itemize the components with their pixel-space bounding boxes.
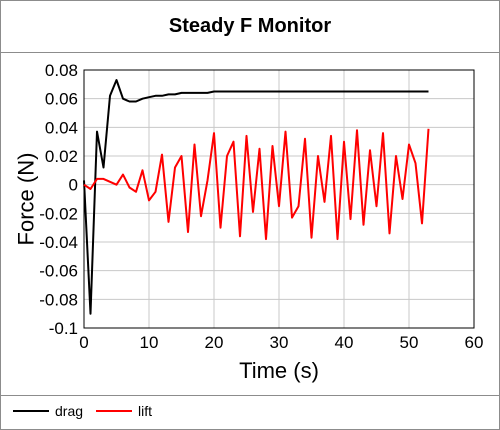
chart-title: Steady F Monitor: [168, 15, 332, 37]
legend-label-lift: lift: [138, 403, 152, 419]
x-tick-label: 30: [270, 333, 289, 352]
legend-swatch-lift: [96, 410, 132, 412]
legend-label-drag: drag: [55, 403, 84, 419]
y-tick-label: 0.08: [45, 61, 78, 80]
y-tick-label: 0.06: [45, 90, 78, 109]
y-tick-label: 0: [69, 176, 78, 195]
y-tick-label: 0.02: [45, 147, 78, 166]
chart-title-bar: Steady F Monitor: [1, 1, 499, 53]
series-line-drag: [83, 79, 429, 315]
y-tick-label: -0.08: [39, 290, 78, 309]
x-tick-label: 10: [140, 333, 159, 352]
x-tick-label: 20: [205, 333, 224, 352]
y-tick-label: -0.1: [49, 319, 78, 338]
x-tick-label: 0: [79, 333, 88, 352]
y-axis-label: Force (N): [14, 153, 39, 246]
legend: drag lift: [1, 395, 499, 430]
y-tick-label: 0.04: [45, 118, 78, 137]
x-tick-label: 60: [465, 333, 484, 352]
series-layer: [83, 79, 430, 315]
series-line-lift: [83, 128, 430, 241]
y-tick-label: -0.06: [39, 262, 78, 281]
x-tick-label: 40: [335, 333, 354, 352]
legend-item-drag: drag: [13, 403, 83, 419]
tick-layer: 0 10 20 30 40 50 60 0.08 0.06 0.04 0.02 0 -0.02 -0.04…: [39, 61, 483, 352]
y-tick-label: -0.02: [39, 204, 78, 223]
y-tick-label: -0.04: [39, 233, 78, 252]
x-axis-label: Time (s): [239, 358, 319, 383]
legend-item-lift: lift: [96, 403, 152, 419]
legend-swatch-drag: [13, 410, 49, 412]
x-tick-label: 50: [400, 333, 419, 352]
